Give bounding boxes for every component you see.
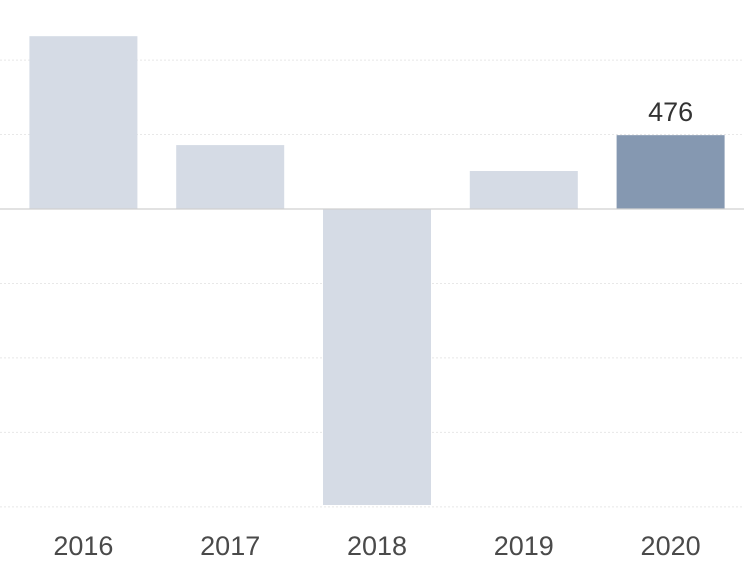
data-labels: 476 [648, 97, 693, 127]
x-tick-label-2016: 2016 [53, 531, 113, 561]
x-tick-label-2018: 2018 [347, 531, 407, 561]
data-label-2020: 476 [648, 97, 693, 127]
bar-2019 [469, 170, 578, 209]
x-tick-label-2017: 2017 [200, 531, 260, 561]
bar-2016 [29, 36, 138, 210]
bar-2018 [323, 209, 431, 505]
bar-2017 [176, 145, 285, 209]
x-axis-tick-labels: 2016 2017 2018 2019 2020 [53, 531, 700, 561]
bars [29, 36, 725, 505]
x-tick-label-2019: 2019 [494, 531, 554, 561]
x-tick-label-2020: 2020 [641, 531, 701, 561]
bar-2020 [616, 135, 725, 209]
